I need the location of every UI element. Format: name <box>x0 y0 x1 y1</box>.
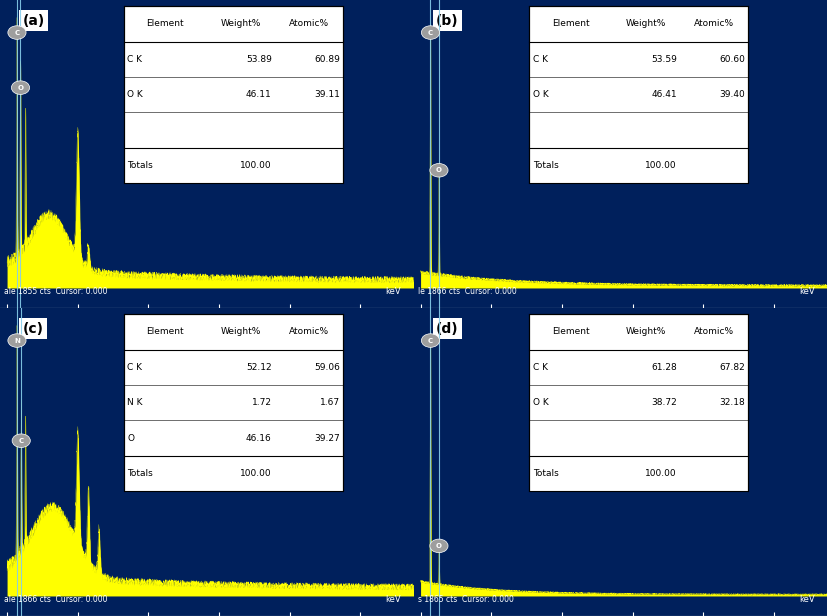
Text: Totals: Totals <box>127 161 153 170</box>
FancyBboxPatch shape <box>124 314 343 492</box>
Text: Element: Element <box>552 327 590 336</box>
Text: 59.06: 59.06 <box>314 363 340 372</box>
Circle shape <box>422 26 440 39</box>
Circle shape <box>12 81 30 94</box>
Text: 67.82: 67.82 <box>719 363 745 372</box>
Text: O K: O K <box>533 398 548 407</box>
Text: 61.28: 61.28 <box>651 363 676 372</box>
Text: Atomic%: Atomic% <box>289 19 329 28</box>
Text: C K: C K <box>533 363 547 372</box>
Text: 39.11: 39.11 <box>314 90 340 99</box>
Text: 60.89: 60.89 <box>314 55 340 64</box>
Text: O: O <box>436 168 442 173</box>
Text: keV: keV <box>799 286 815 296</box>
Text: 32.18: 32.18 <box>719 398 745 407</box>
Text: Totals: Totals <box>127 469 153 478</box>
Text: O: O <box>127 434 134 443</box>
Text: C: C <box>428 30 433 36</box>
Text: 53.89: 53.89 <box>246 55 271 64</box>
Text: C K: C K <box>533 55 547 64</box>
Text: ale 1866 cts  Cursor: 0.000: ale 1866 cts Cursor: 0.000 <box>4 594 108 604</box>
Text: 53.59: 53.59 <box>651 55 676 64</box>
Text: (c): (c) <box>22 322 44 336</box>
Text: C K: C K <box>127 363 142 372</box>
Text: 100.00: 100.00 <box>240 161 271 170</box>
Text: 100.00: 100.00 <box>645 469 676 478</box>
Text: Element: Element <box>146 19 184 28</box>
Text: C: C <box>14 30 20 36</box>
Text: keV: keV <box>385 594 401 604</box>
FancyBboxPatch shape <box>529 6 748 184</box>
Text: keV: keV <box>385 286 401 296</box>
Circle shape <box>8 26 26 39</box>
Text: 60.60: 60.60 <box>719 55 745 64</box>
Circle shape <box>12 434 31 447</box>
Text: Totals: Totals <box>533 161 558 170</box>
Text: s 1865 cts  Cursor: 0.000: s 1865 cts Cursor: 0.000 <box>418 594 514 604</box>
Text: N K: N K <box>127 398 143 407</box>
Text: ale 1855 cts  Cursor: 0.000: ale 1855 cts Cursor: 0.000 <box>4 286 108 296</box>
FancyBboxPatch shape <box>529 314 748 492</box>
Text: Element: Element <box>552 19 590 28</box>
Text: 100.00: 100.00 <box>645 161 676 170</box>
Text: O: O <box>17 84 23 91</box>
Text: 46.41: 46.41 <box>652 90 676 99</box>
Text: 1.67: 1.67 <box>320 398 340 407</box>
Circle shape <box>8 334 26 347</box>
Text: C: C <box>428 338 433 344</box>
Text: (d): (d) <box>437 322 459 336</box>
Text: O K: O K <box>127 90 143 99</box>
Text: Weight%: Weight% <box>221 327 261 336</box>
Text: (a): (a) <box>22 14 45 28</box>
Text: O K: O K <box>533 90 548 99</box>
Text: Element: Element <box>146 327 184 336</box>
Text: (b): (b) <box>437 14 459 28</box>
Circle shape <box>430 163 448 177</box>
Text: C: C <box>19 438 24 444</box>
Text: 46.11: 46.11 <box>246 90 271 99</box>
Text: Totals: Totals <box>533 469 558 478</box>
Text: 38.72: 38.72 <box>651 398 676 407</box>
Text: Atomic%: Atomic% <box>694 19 734 28</box>
Text: 39.40: 39.40 <box>719 90 745 99</box>
Text: C K: C K <box>127 55 142 64</box>
Text: Atomic%: Atomic% <box>289 327 329 336</box>
Text: 39.27: 39.27 <box>314 434 340 443</box>
Text: Atomic%: Atomic% <box>694 327 734 336</box>
Text: 1.72: 1.72 <box>251 398 271 407</box>
Text: 46.16: 46.16 <box>246 434 271 443</box>
Text: Weight%: Weight% <box>626 19 667 28</box>
Text: O: O <box>436 543 442 549</box>
Circle shape <box>422 334 440 347</box>
Text: Weight%: Weight% <box>221 19 261 28</box>
FancyBboxPatch shape <box>124 6 343 184</box>
Text: Weight%: Weight% <box>626 327 667 336</box>
Text: N: N <box>14 338 20 344</box>
Text: 100.00: 100.00 <box>240 469 271 478</box>
Text: 52.12: 52.12 <box>246 363 271 372</box>
Text: le 1866 cts  Cursor: 0.000: le 1866 cts Cursor: 0.000 <box>418 286 516 296</box>
Text: keV: keV <box>799 594 815 604</box>
Circle shape <box>430 539 448 553</box>
